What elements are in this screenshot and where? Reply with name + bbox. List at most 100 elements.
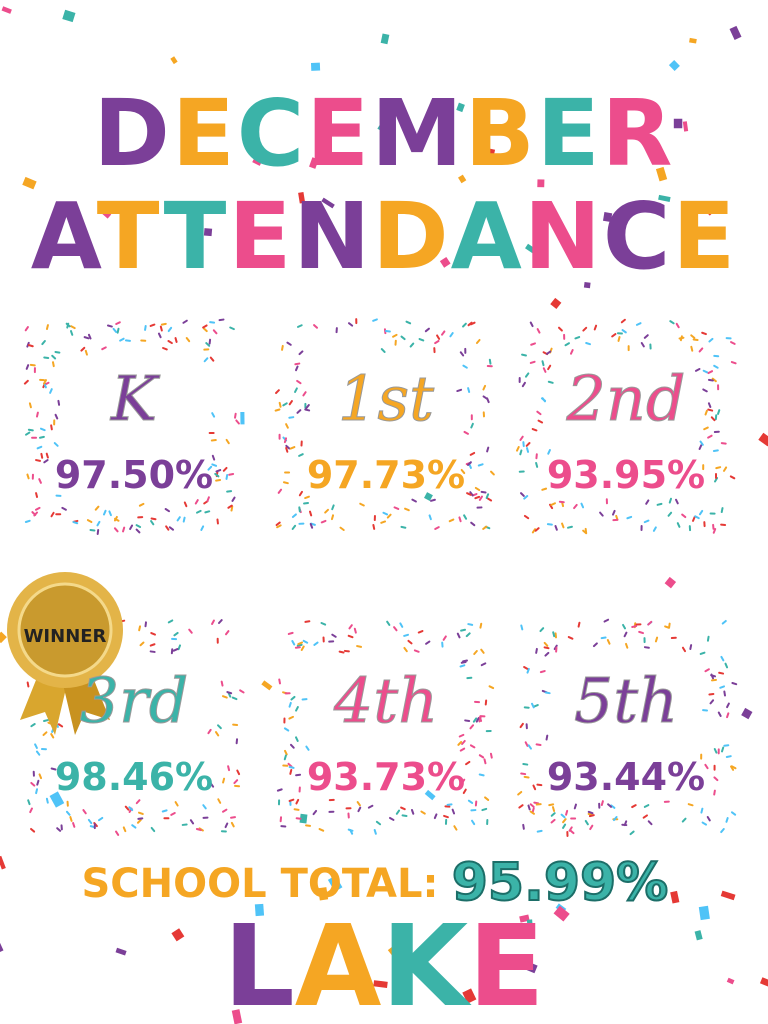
sprinkle	[283, 717, 286, 724]
sprinkle	[413, 649, 420, 653]
sprinkle	[453, 825, 458, 831]
sprinkle	[424, 327, 430, 333]
sprinkle	[347, 634, 354, 639]
confetti-piece	[439, 256, 451, 268]
sprinkle	[293, 808, 300, 811]
sprinkle	[51, 361, 55, 368]
sprinkle	[515, 446, 520, 452]
sprinkle	[674, 498, 679, 505]
sprinkle	[417, 630, 424, 634]
sprinkle	[43, 719, 49, 723]
sprinkle	[461, 778, 466, 784]
sprinkle	[375, 820, 382, 826]
grade-percent: 93.44%	[547, 755, 705, 799]
sprinkle	[401, 814, 408, 817]
sprinkle	[202, 327, 208, 333]
sprinkle	[330, 514, 335, 521]
confetti-piece	[310, 62, 321, 71]
badge-text: WINNER	[24, 626, 107, 647]
letter: T	[164, 183, 229, 290]
sprinkle	[652, 526, 657, 532]
sprinkle	[288, 701, 292, 708]
sprinkle	[475, 717, 480, 723]
sprinkle	[525, 723, 528, 730]
sprinkle	[635, 322, 642, 326]
sprinkle	[230, 816, 236, 819]
sprinkle	[225, 473, 229, 480]
sprinkle	[667, 511, 673, 517]
sprinkle	[527, 744, 532, 750]
sprinkle	[730, 765, 735, 771]
sprinkle	[150, 517, 157, 521]
sprinkle	[54, 413, 59, 420]
sprinkle	[411, 498, 417, 503]
sprinkle	[173, 631, 179, 637]
sprinkle	[724, 662, 729, 669]
sprinkle	[707, 378, 714, 382]
sprinkle	[209, 782, 215, 788]
sprinkle	[279, 816, 283, 823]
sprinkle	[277, 488, 283, 494]
sprinkle	[96, 528, 100, 535]
sprinkle	[66, 800, 69, 807]
sprinkle	[469, 724, 475, 730]
sprinkle	[221, 808, 228, 813]
sprinkle	[29, 363, 36, 367]
sprinkle	[714, 414, 718, 421]
sprinkle	[291, 524, 297, 530]
confetti-piece	[264, 204, 276, 211]
sprinkle	[32, 770, 35, 777]
sprinkle	[710, 678, 717, 682]
letter: M	[371, 80, 465, 187]
sprinkle	[561, 522, 565, 529]
sprinkle	[403, 633, 409, 637]
sprinkle	[689, 644, 693, 651]
confetti-piece	[673, 118, 683, 129]
sprinkle	[669, 320, 675, 325]
sprinkle	[386, 620, 391, 626]
sprinkle	[640, 525, 643, 532]
confetti	[0, 6, 768, 1024]
sprinkle	[403, 646, 408, 653]
sprinkle	[202, 324, 208, 329]
sprinkle	[399, 622, 404, 628]
sprinkle	[675, 322, 680, 329]
sprinkle	[703, 521, 706, 528]
title-line-2: ATTENDANCE	[31, 183, 738, 290]
sprinkle	[459, 664, 466, 668]
sprinkle	[484, 796, 490, 801]
sprinkle	[194, 499, 199, 505]
sprinkle	[592, 642, 598, 648]
sprinkle	[26, 473, 30, 480]
sprinkle	[480, 490, 487, 494]
sprinkle	[233, 779, 239, 785]
sprinkle	[598, 802, 601, 809]
sprinkle	[434, 526, 440, 530]
sprinkle	[137, 811, 144, 815]
sprinkle	[35, 750, 41, 756]
sprinkle	[288, 798, 295, 802]
sprinkle	[442, 635, 447, 641]
sprinkle	[305, 824, 312, 827]
sprinkle	[348, 624, 353, 630]
sprinkle	[573, 503, 578, 510]
sprinkle	[451, 808, 456, 815]
sprinkle	[284, 749, 288, 756]
sprinkle	[338, 650, 345, 654]
sprinkle	[189, 819, 195, 825]
sprinkle	[478, 716, 483, 722]
sprinkle	[558, 500, 565, 504]
confetti-piece	[553, 905, 570, 922]
sprinkle	[710, 674, 717, 678]
sprinkle	[275, 389, 280, 395]
sprinkle	[690, 345, 694, 352]
sprinkle	[45, 797, 49, 804]
sprinkle	[195, 828, 202, 832]
sprinkle	[162, 347, 168, 351]
sprinkle	[33, 367, 36, 374]
sprinkle	[209, 321, 216, 324]
confetti-piece	[62, 9, 76, 23]
sprinkle	[605, 498, 608, 505]
sprinkle	[701, 331, 707, 336]
sprinkle	[694, 515, 700, 520]
